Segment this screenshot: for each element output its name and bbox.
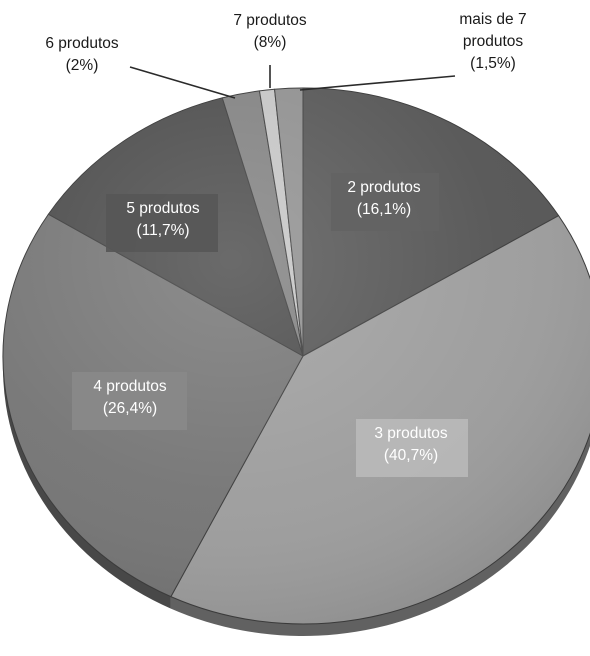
slice-value-label: (40,7%) (384, 447, 438, 464)
slice-category-label: 7 produtos (233, 12, 306, 29)
slice-category-label: 6 produtos (45, 35, 118, 52)
slice-label-3-produtos: 3 produtos (40,7%) (356, 419, 468, 477)
slice-label-6-produtos: 6 produtos (2%) (45, 35, 118, 74)
slice-label-5-produtos: 5 produtos (11,7%) (106, 194, 218, 252)
slice-value-label: (16,1%) (357, 201, 411, 218)
slice-category-label: 5 produtos (126, 200, 199, 217)
slice-category-label: 4 produtos (93, 378, 166, 395)
slice-label-7-produtos: 7 produtos (8%) (233, 12, 306, 51)
slice-value-label: (8%) (254, 34, 287, 51)
slice-value-label: (11,7%) (136, 222, 189, 239)
slice-label-box-4-produtos (72, 372, 187, 430)
slice-value-label: (1,5%) (470, 55, 516, 72)
slice-category-label: mais de 7 (459, 11, 526, 28)
slice-label-box-5-produtos (106, 194, 218, 252)
slice-category-label: 2 produtos (347, 179, 420, 196)
slice-labels: 2 produtos (16,1%) 3 produtos (40,7%) 4 prod… (45, 11, 527, 477)
slice-value-label: (26,4%) (103, 400, 157, 417)
leader-line-6-produtos (129, 66, 236, 99)
slice-label-2-produtos: 2 produtos (16,1%) (331, 173, 439, 231)
slice-label-box-2-produtos (331, 173, 439, 231)
pie-slices (2, 87, 590, 625)
slice-value-label: (2%) (66, 57, 99, 74)
slice-category-label: 3 produtos (374, 425, 447, 442)
slice-label-mais-de-7-produtos: mais de 7 produtos (1,5%) (459, 11, 526, 72)
slice-label-box-3-produtos (356, 419, 468, 477)
leader-line-mais-de-7-produtos (299, 75, 456, 91)
slice-category-label: produtos (463, 33, 524, 50)
slice-label-4-produtos: 4 produtos (26,4%) (72, 372, 187, 430)
leader-lines (129, 65, 456, 99)
